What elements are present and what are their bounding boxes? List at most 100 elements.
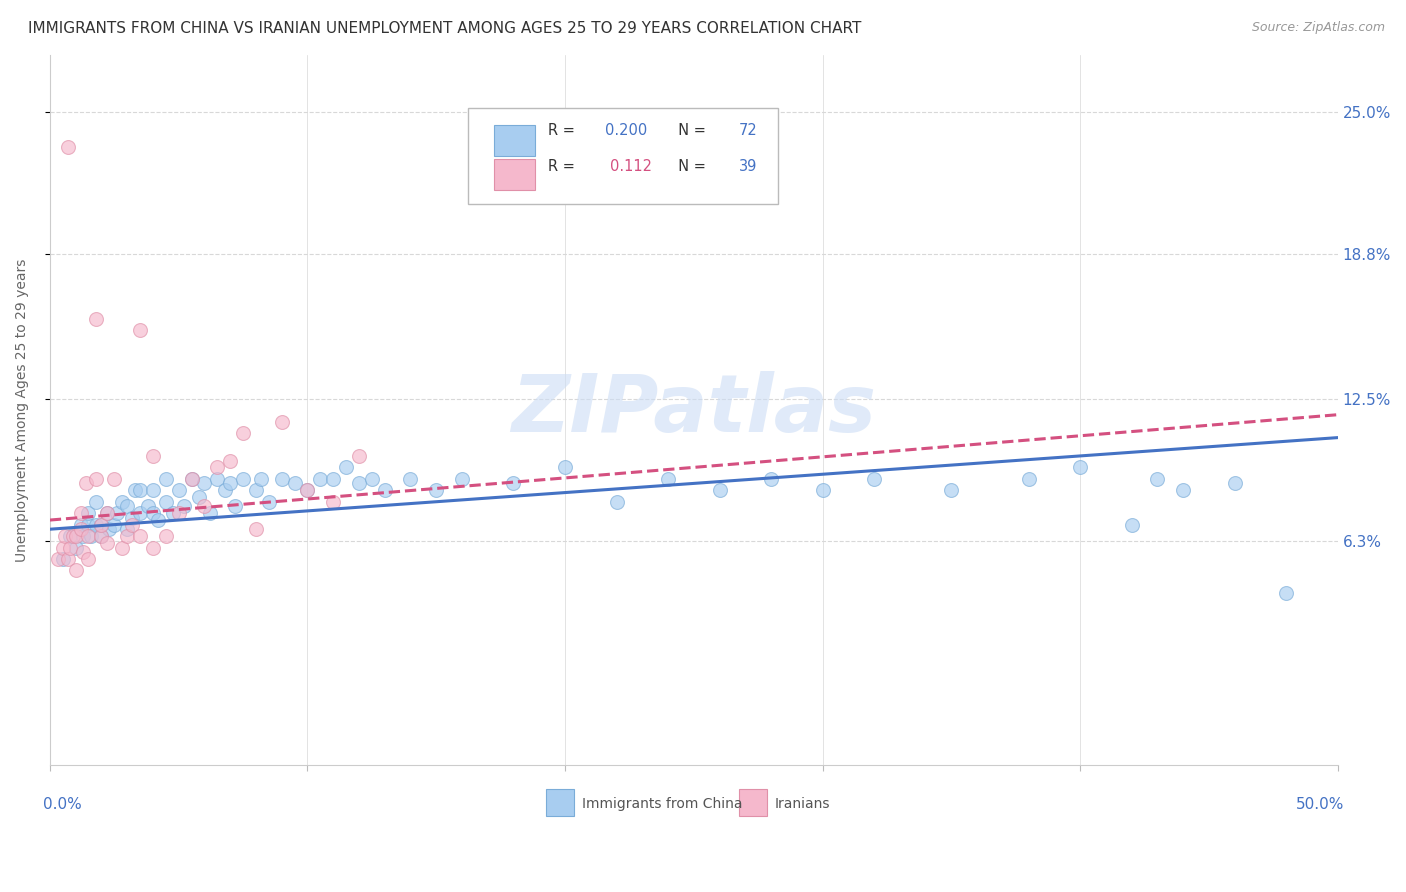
Point <box>103 472 125 486</box>
Point <box>84 494 107 508</box>
Point <box>115 529 138 543</box>
Text: IMMIGRANTS FROM CHINA VS IRANIAN UNEMPLOYMENT AMONG AGES 25 TO 29 YEARS CORRELAT: IMMIGRANTS FROM CHINA VS IRANIAN UNEMPLO… <box>28 21 862 36</box>
Point <box>245 483 267 498</box>
Point <box>77 506 100 520</box>
Bar <box>494 125 536 156</box>
Point <box>297 483 319 498</box>
Text: ZIPatlas: ZIPatlas <box>512 371 876 450</box>
Point <box>90 529 112 543</box>
Point <box>425 483 447 498</box>
Point <box>188 490 211 504</box>
Point <box>193 476 215 491</box>
Point <box>451 472 474 486</box>
Point <box>360 472 382 486</box>
Point <box>84 311 107 326</box>
Point <box>129 529 152 543</box>
Text: 0.200: 0.200 <box>605 123 647 138</box>
Point <box>90 517 112 532</box>
Point <box>1069 460 1091 475</box>
Point <box>56 140 79 154</box>
Point <box>77 517 100 532</box>
Point <box>180 472 202 486</box>
Point <box>941 483 963 498</box>
Point <box>77 552 100 566</box>
Y-axis label: Unemployment Among Ages 25 to 29 years: Unemployment Among Ages 25 to 29 years <box>15 259 30 562</box>
Point <box>198 506 221 520</box>
Point <box>162 506 184 520</box>
Text: 39: 39 <box>740 159 758 174</box>
Point <box>69 506 91 520</box>
Point <box>62 529 84 543</box>
Point <box>219 453 242 467</box>
Point <box>52 541 75 555</box>
Point <box>65 541 87 555</box>
Point <box>69 522 91 536</box>
Point <box>84 472 107 486</box>
Point <box>374 483 396 498</box>
Point <box>96 536 118 550</box>
FancyBboxPatch shape <box>468 109 778 204</box>
Point <box>59 529 82 543</box>
Point <box>129 483 152 498</box>
Point <box>115 522 138 536</box>
Point <box>115 500 138 514</box>
Point <box>193 500 215 514</box>
Point <box>709 483 731 498</box>
Point <box>657 472 679 486</box>
Point <box>167 506 190 520</box>
Point <box>103 517 125 532</box>
Text: Immigrants from China: Immigrants from China <box>582 797 742 811</box>
Point <box>142 449 165 463</box>
Point <box>245 522 267 536</box>
Point <box>56 552 79 566</box>
Point <box>219 476 242 491</box>
Point <box>155 472 177 486</box>
Point <box>142 483 165 498</box>
Point <box>322 494 344 508</box>
Text: N =: N = <box>669 123 711 138</box>
Point <box>250 472 273 486</box>
Point <box>111 494 134 508</box>
Point <box>129 506 152 520</box>
Point <box>554 460 576 475</box>
Text: Iranians: Iranians <box>775 797 831 811</box>
Text: 72: 72 <box>740 123 758 138</box>
Point <box>65 564 87 578</box>
Point <box>347 449 370 463</box>
Point <box>52 552 75 566</box>
Point <box>173 500 195 514</box>
Text: N =: N = <box>669 159 711 174</box>
Point <box>502 476 524 491</box>
Point <box>863 472 886 486</box>
Point <box>90 529 112 543</box>
Point <box>80 529 103 543</box>
Point <box>69 517 91 532</box>
Bar <box>546 789 574 816</box>
Text: R =: R = <box>548 123 579 138</box>
Point <box>53 529 76 543</box>
Text: 50.0%: 50.0% <box>1296 797 1344 812</box>
Point <box>155 529 177 543</box>
Point <box>1121 517 1143 532</box>
Point <box>59 541 82 555</box>
Point <box>1146 472 1168 486</box>
Point <box>155 494 177 508</box>
Point <box>65 529 87 543</box>
Point <box>283 476 305 491</box>
Point <box>142 541 165 555</box>
Point <box>180 472 202 486</box>
Point <box>605 494 627 508</box>
Point <box>1018 472 1040 486</box>
Point <box>270 415 292 429</box>
Point <box>1173 483 1195 498</box>
Point <box>811 483 834 498</box>
Point <box>111 541 134 555</box>
Point <box>129 323 152 337</box>
Point <box>1275 586 1298 600</box>
Text: 0.0%: 0.0% <box>44 797 82 812</box>
Point <box>167 483 190 498</box>
Text: 0.112: 0.112 <box>610 159 652 174</box>
Point <box>347 476 370 491</box>
Point <box>72 529 94 543</box>
Point <box>214 483 236 498</box>
